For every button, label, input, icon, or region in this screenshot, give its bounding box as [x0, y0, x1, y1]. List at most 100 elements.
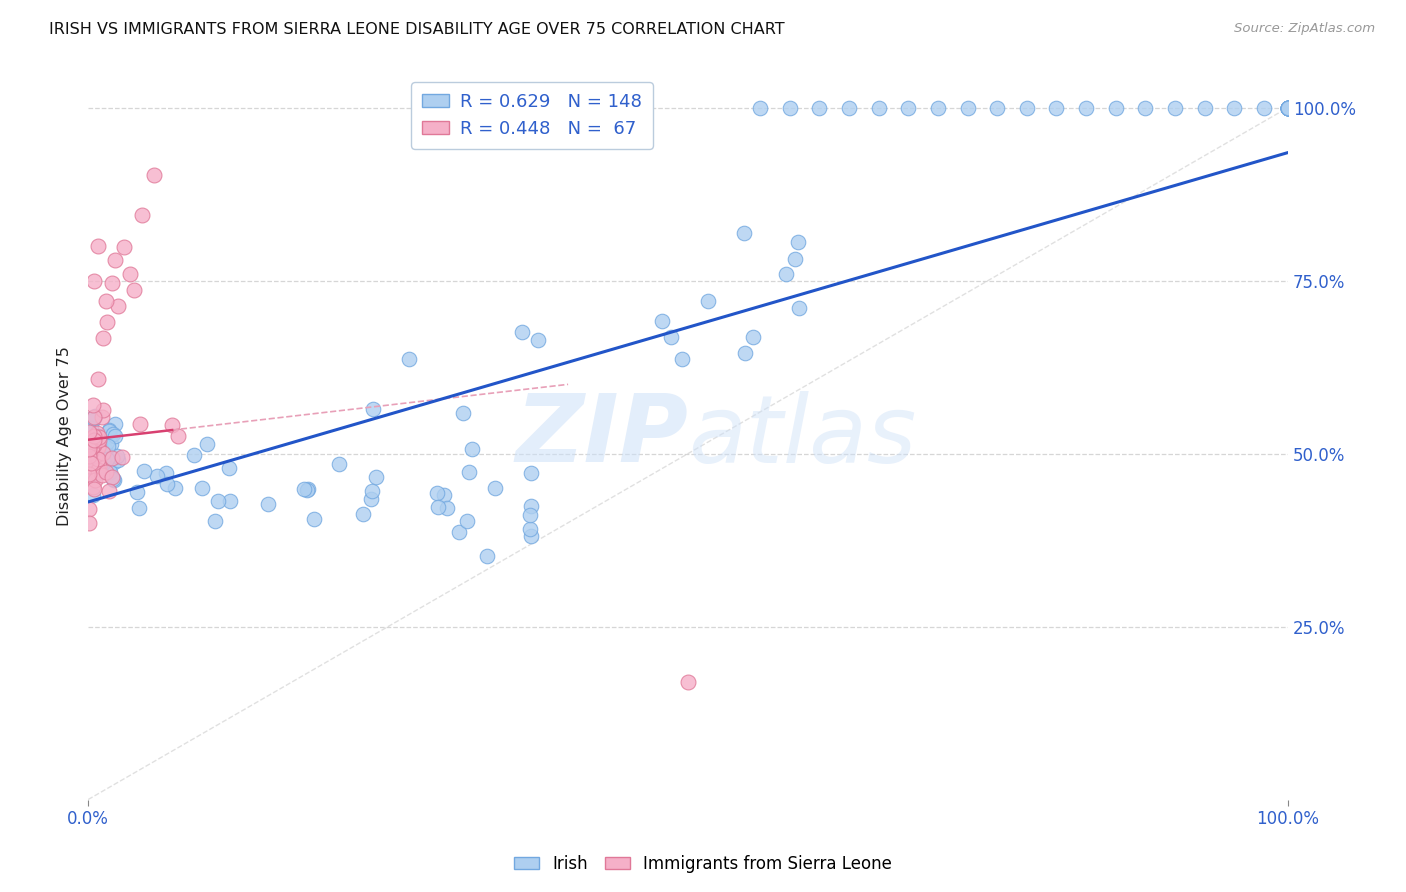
Point	[101, 472, 124, 486]
Point	[868, 101, 890, 115]
Point	[749, 101, 772, 115]
Point	[96, 435, 118, 450]
Point	[1164, 101, 1187, 115]
Point	[111, 450, 134, 464]
Point	[82, 441, 104, 455]
Point	[352, 507, 374, 521]
Point	[787, 235, 810, 249]
Point	[456, 514, 478, 528]
Point	[1223, 101, 1246, 115]
Point	[956, 101, 979, 115]
Point	[79, 450, 101, 464]
Point	[87, 434, 110, 448]
Y-axis label: Disability Age Over 75: Disability Age Over 75	[58, 346, 72, 526]
Point	[183, 448, 205, 462]
Point	[107, 452, 129, 467]
Point	[292, 483, 315, 497]
Point	[79, 459, 101, 474]
Point	[204, 514, 226, 528]
Point	[197, 437, 219, 451]
Point	[83, 438, 105, 452]
Point	[676, 674, 699, 689]
Point	[87, 463, 110, 477]
Point	[77, 425, 100, 439]
Point	[83, 434, 105, 448]
Point	[103, 252, 125, 267]
Point	[87, 452, 110, 467]
Point	[79, 452, 101, 467]
Point	[132, 464, 155, 478]
Point	[97, 439, 120, 453]
Point	[105, 450, 128, 464]
Point	[1277, 101, 1299, 115]
Point	[87, 372, 110, 386]
Point	[87, 440, 110, 454]
Point	[79, 442, 101, 456]
Point	[1277, 101, 1299, 115]
Point	[80, 450, 103, 464]
Point	[86, 465, 108, 479]
Point	[94, 448, 117, 462]
Point	[91, 444, 114, 458]
Point	[1277, 101, 1299, 115]
Point	[83, 433, 105, 447]
Point	[91, 446, 114, 460]
Point	[82, 410, 104, 425]
Point	[1277, 101, 1299, 115]
Point	[107, 299, 129, 313]
Point	[1277, 101, 1299, 115]
Point	[89, 439, 111, 453]
Point	[87, 458, 110, 473]
Point	[427, 500, 450, 515]
Point	[461, 442, 484, 457]
Point	[779, 101, 801, 115]
Point	[1277, 101, 1299, 115]
Point	[328, 457, 350, 471]
Point	[160, 417, 183, 432]
Point	[79, 462, 101, 476]
Point	[1277, 101, 1299, 115]
Point	[93, 459, 115, 474]
Point	[87, 432, 110, 446]
Point	[97, 484, 120, 499]
Point	[83, 410, 105, 425]
Point	[87, 456, 110, 470]
Point	[127, 485, 149, 500]
Point	[82, 488, 104, 502]
Point	[82, 480, 104, 494]
Point	[80, 441, 103, 455]
Point	[1074, 101, 1097, 115]
Point	[104, 429, 127, 443]
Point	[80, 445, 103, 459]
Point	[87, 440, 110, 454]
Point	[91, 410, 114, 425]
Point	[98, 465, 121, 479]
Point	[84, 451, 107, 466]
Point	[1194, 101, 1216, 115]
Point	[519, 522, 541, 536]
Point	[458, 465, 481, 479]
Point	[80, 447, 103, 461]
Point	[112, 240, 135, 254]
Point	[98, 429, 121, 443]
Legend: Irish, Immigrants from Sierra Leone: Irish, Immigrants from Sierra Leone	[508, 848, 898, 880]
Text: Source: ZipAtlas.com: Source: ZipAtlas.com	[1234, 22, 1375, 36]
Point	[97, 424, 120, 438]
Point	[218, 461, 240, 475]
Point	[82, 430, 104, 444]
Point	[433, 488, 456, 502]
Point	[155, 466, 177, 480]
Point	[297, 482, 319, 496]
Point	[91, 331, 114, 345]
Point	[101, 277, 124, 291]
Point	[1277, 101, 1299, 115]
Point	[775, 267, 797, 281]
Point	[808, 101, 831, 115]
Point	[897, 101, 920, 115]
Point	[94, 446, 117, 460]
Point	[1015, 101, 1038, 115]
Point	[1135, 101, 1157, 115]
Point	[475, 549, 498, 563]
Point	[83, 274, 105, 288]
Point	[84, 449, 107, 463]
